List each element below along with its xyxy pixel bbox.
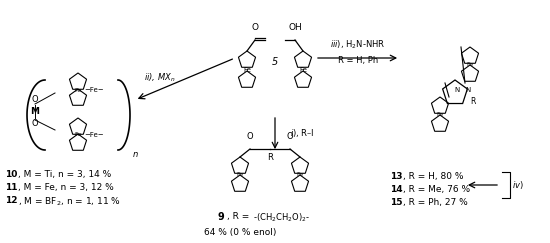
Text: R: R: [267, 153, 273, 162]
Text: 12: 12: [5, 196, 18, 205]
Text: 15: 15: [390, 198, 403, 207]
Text: O: O: [287, 132, 293, 141]
Text: -(CH$_2$CH$_2$O)$_2$-: -(CH$_2$CH$_2$O)$_2$-: [253, 212, 310, 225]
Text: , M = Fe, n = 3, 12 %: , M = Fe, n = 3, 12 %: [18, 183, 114, 192]
Text: M: M: [30, 107, 40, 116]
Text: O: O: [32, 120, 39, 129]
Text: 10: 10: [5, 170, 18, 179]
Text: n: n: [133, 150, 138, 159]
Text: Fe: Fe: [243, 67, 251, 73]
Text: Fe: Fe: [466, 62, 474, 68]
Text: $iv$): $iv$): [512, 179, 524, 191]
Text: , M = Ti, n = 3, 14 %: , M = Ti, n = 3, 14 %: [18, 170, 111, 179]
Text: O: O: [251, 23, 258, 32]
Text: 14: 14: [390, 185, 403, 194]
Text: Fe: Fe: [296, 173, 304, 177]
Text: Fe: Fe: [437, 113, 443, 118]
Text: , R = H, 80 %: , R = H, 80 %: [403, 172, 464, 181]
Text: Fe: Fe: [74, 132, 81, 138]
Text: 5: 5: [272, 57, 278, 67]
Text: 11: 11: [5, 183, 18, 192]
Text: $i$), R–I: $i$), R–I: [290, 127, 315, 139]
Text: 64 % (0 % enol): 64 % (0 % enol): [204, 228, 276, 237]
Text: Fe: Fe: [236, 173, 244, 177]
Text: N: N: [465, 87, 471, 93]
Text: 9: 9: [218, 212, 225, 222]
Text: $iii$), H$_2$N-NHR: $iii$), H$_2$N-NHR: [331, 39, 386, 51]
Text: , M = BF$_2$, n = 1, 11 %: , M = BF$_2$, n = 1, 11 %: [18, 196, 121, 208]
Text: O: O: [247, 132, 254, 141]
Text: −Fe−: −Fe−: [84, 87, 104, 93]
Text: N: N: [454, 87, 460, 93]
Text: O: O: [32, 95, 39, 104]
Text: $ii$), MX$_n$: $ii$), MX$_n$: [144, 72, 176, 84]
Text: , R =: , R =: [227, 212, 252, 221]
Text: , R = Me, 76 %: , R = Me, 76 %: [403, 185, 470, 194]
Text: 13: 13: [390, 172, 403, 181]
Text: R: R: [470, 96, 476, 105]
Text: Fe: Fe: [74, 87, 81, 93]
Text: OH: OH: [288, 23, 302, 32]
Text: Fe: Fe: [299, 67, 307, 73]
Text: R = H, Ph: R = H, Ph: [338, 55, 378, 64]
Text: −Fe−: −Fe−: [84, 132, 104, 138]
Text: , R = Ph, 27 %: , R = Ph, 27 %: [403, 198, 468, 207]
